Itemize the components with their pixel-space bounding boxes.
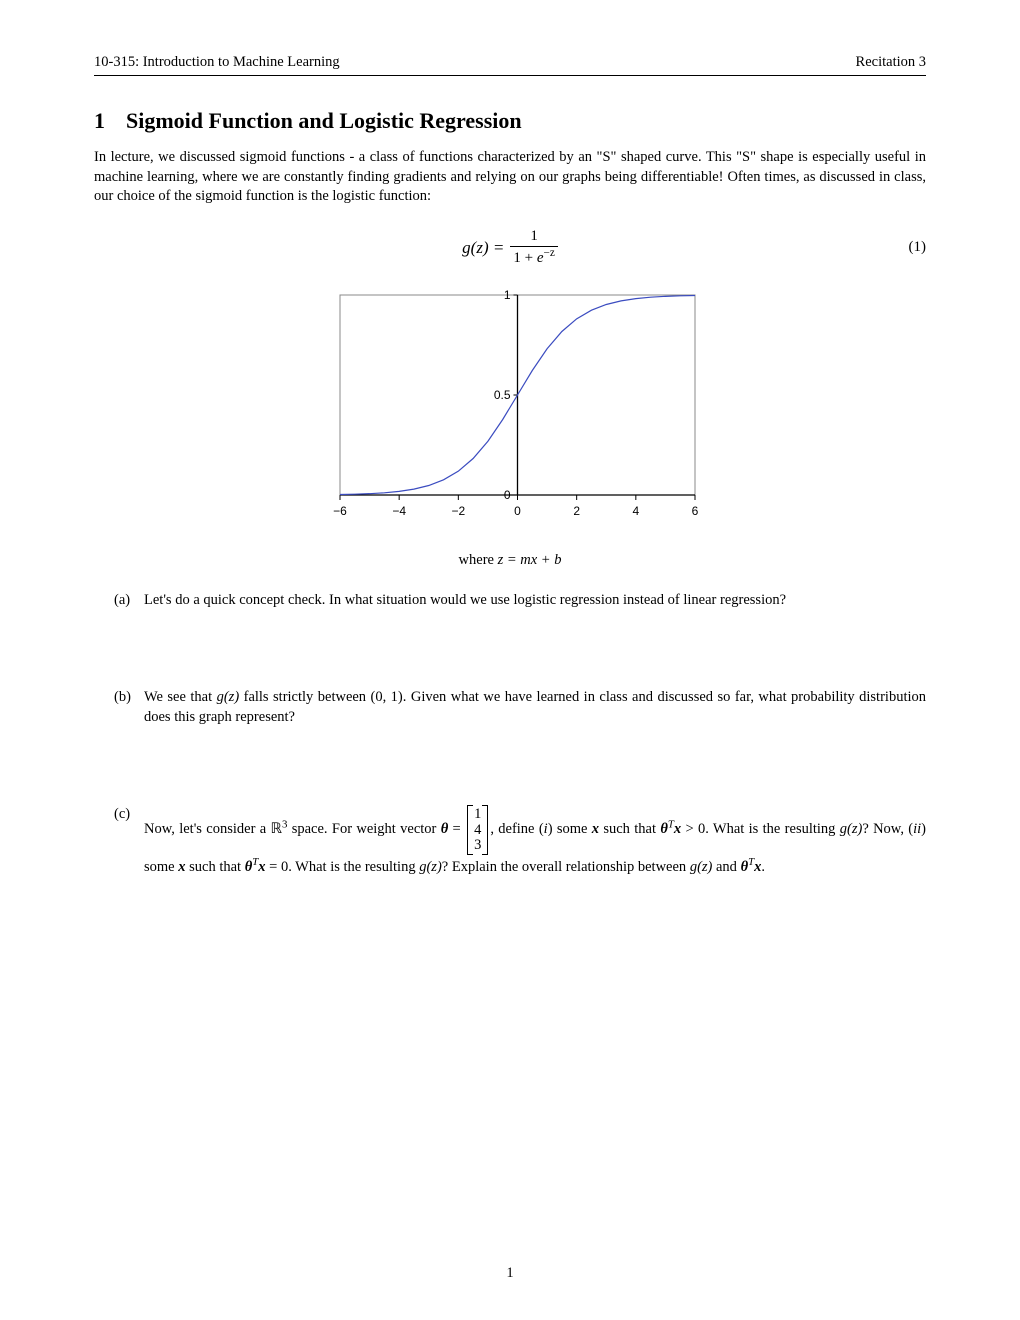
eq-den: 1 + e−z bbox=[510, 246, 557, 267]
equation-display: g(z) = 1 1 + e−z (1) bbox=[94, 225, 926, 271]
intro-paragraph: In lecture, we discussed sigmoid functio… bbox=[94, 148, 926, 207]
sigmoid-svg: −6 −4 −2 0 2 4 6 0 0.5 1 bbox=[300, 281, 720, 541]
header-right: Recitation 3 bbox=[856, 54, 926, 71]
question-b-label: (b) bbox=[114, 688, 136, 727]
question-c-body: Now, let's consider a ℝ3 space. For weig… bbox=[144, 805, 926, 877]
svg-text:−4: −4 bbox=[392, 504, 406, 518]
question-a-label: (a) bbox=[114, 591, 136, 611]
svg-text:0: 0 bbox=[504, 488, 511, 502]
svg-text:4: 4 bbox=[632, 504, 639, 518]
eq-num: 1 bbox=[527, 229, 541, 246]
chart-caption: where z = mx + b bbox=[94, 552, 926, 569]
eq-lhs: g(z) = bbox=[462, 238, 504, 258]
svg-text:0.5: 0.5 bbox=[494, 388, 511, 402]
svg-text:2: 2 bbox=[573, 504, 580, 518]
equation-number: (1) bbox=[909, 239, 927, 256]
question-a-body: Let's do a quick concept check. In what … bbox=[144, 591, 926, 611]
question-b-body: We see that g(z) falls strictly between … bbox=[144, 688, 926, 727]
eq-fraction: 1 1 + e−z bbox=[510, 229, 557, 267]
sigmoid-chart: −6 −4 −2 0 2 4 6 0 0.5 1 bbox=[300, 281, 720, 546]
header-left: 10-315: Introduction to Machine Learning bbox=[94, 54, 340, 71]
svg-text:6: 6 bbox=[692, 504, 699, 518]
question-a: (a) Let's do a quick concept check. In w… bbox=[114, 591, 926, 611]
svg-text:−6: −6 bbox=[333, 504, 347, 518]
section-title-text: Sigmoid Function and Logistic Regression bbox=[126, 108, 522, 133]
question-list: (a) Let's do a quick concept check. In w… bbox=[94, 591, 926, 878]
theta-vector: 143 bbox=[467, 805, 488, 855]
svg-text:0: 0 bbox=[514, 504, 521, 518]
svg-text:−2: −2 bbox=[451, 504, 465, 518]
question-c: (c) Now, let's consider a ℝ3 space. For … bbox=[114, 805, 926, 877]
header-rule bbox=[94, 75, 926, 76]
svg-text:1: 1 bbox=[504, 288, 511, 302]
page-number: 1 bbox=[0, 1265, 1020, 1282]
section-number: 1 bbox=[94, 108, 126, 134]
question-b: (b) We see that g(z) falls strictly betw… bbox=[114, 688, 926, 727]
section-title: 1Sigmoid Function and Logistic Regressio… bbox=[94, 108, 926, 134]
logistic-equation: g(z) = 1 1 + e−z bbox=[462, 229, 558, 267]
question-c-label: (c) bbox=[114, 805, 136, 877]
page-header: 10-315: Introduction to Machine Learning… bbox=[94, 54, 926, 71]
